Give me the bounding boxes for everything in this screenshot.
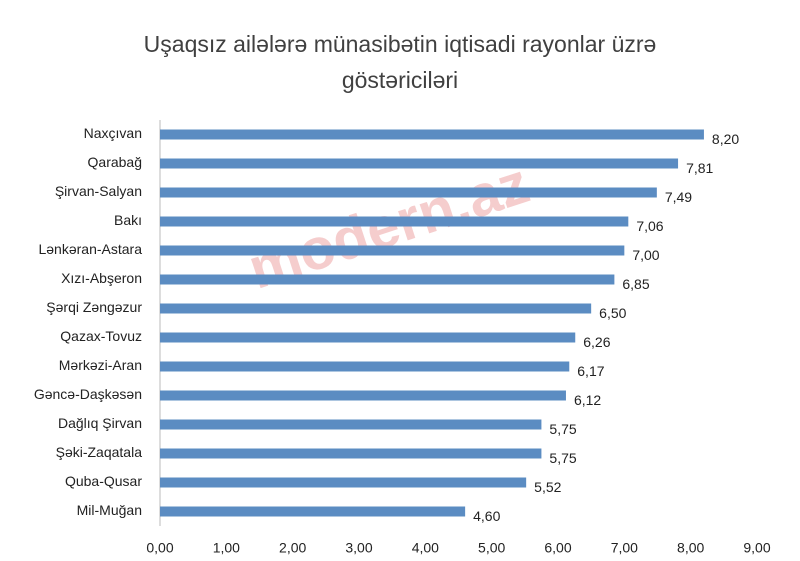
y-tick-label: Xızı-Abşeron [61,270,142,286]
chart-title: Uşaqsız ailələrə münasibətin iqtisadi ra… [143,31,657,93]
y-tick-label: Quba-Qusar [65,473,142,489]
x-tick-label: 2,00 [279,540,306,556]
value-label: 7,81 [686,160,713,176]
x-tick-label: 3,00 [345,540,372,556]
value-label: 8,20 [712,131,739,147]
y-tick-label: Lənkəran-Astara [38,241,142,257]
y-tick-label: Qarabağ [88,154,142,170]
value-label: 5,75 [549,450,576,466]
y-tick-label: Şərqi Zəngəzur [46,299,142,315]
x-tick-label: 0,00 [146,540,173,556]
value-label: 7,49 [665,189,692,205]
value-label: 5,52 [534,479,561,495]
value-label: 7,00 [632,247,659,263]
bar [160,158,679,169]
y-tick-label: Naxçıvan [84,125,142,141]
bar [160,303,592,314]
bar [160,245,625,256]
value-label: 6,26 [583,334,610,350]
value-label: 6,17 [577,363,604,379]
bar [160,216,629,227]
value-label: 5,75 [549,421,576,437]
x-tick-label: 1,00 [213,540,240,556]
x-tick-label: 4,00 [412,540,439,556]
x-tick-label: 9,00 [743,540,770,556]
value-label: 4,60 [473,508,500,524]
bar [160,332,576,343]
bar [160,274,615,285]
bar [160,506,466,517]
value-label: 7,06 [636,218,663,234]
y-tick-label: Qazax-Tovuz [60,328,142,344]
bar [160,361,570,372]
x-tick-label: 6,00 [544,540,571,556]
x-tick-label: 5,00 [478,540,505,556]
y-tick-label: Mil-Muğan [77,502,142,518]
y-tick-label: Dağlıq Şirvan [58,415,142,431]
y-tick-label: Gəncə-Daşkəsən [34,386,142,402]
x-tick-label: 8,00 [677,540,704,556]
y-tick-label: Şirvan-Salyan [55,183,142,199]
value-label: 6,85 [622,276,649,292]
value-label: 6,50 [599,305,626,321]
value-label: 6,12 [574,392,601,408]
y-tick-label: Mərkəzi-Aran [59,357,142,373]
bar [160,390,566,401]
x-tick-label: 7,00 [611,540,638,556]
bar [160,448,542,459]
y-tick-label: Bakı [114,212,142,228]
bar [160,187,657,198]
bar [160,477,527,488]
bar [160,419,542,430]
bar [160,129,704,140]
y-tick-label: Şəki-Zaqatala [56,444,143,460]
